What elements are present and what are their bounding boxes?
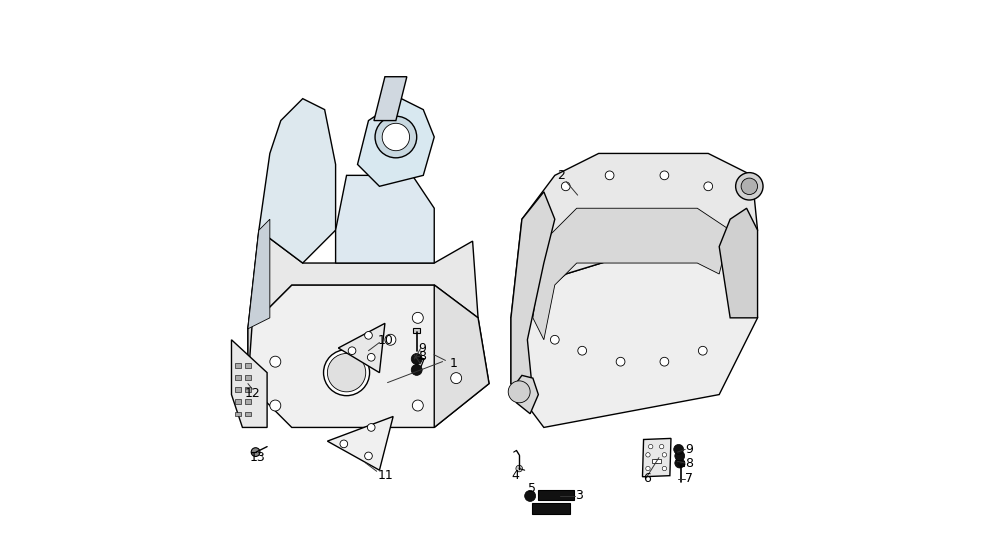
Circle shape xyxy=(508,381,530,403)
Circle shape xyxy=(451,373,462,384)
Polygon shape xyxy=(511,192,555,395)
Circle shape xyxy=(660,357,669,366)
Text: 6: 6 xyxy=(643,472,651,486)
Text: 7: 7 xyxy=(685,472,693,486)
Polygon shape xyxy=(511,153,758,318)
Circle shape xyxy=(675,458,685,468)
Text: 9: 9 xyxy=(418,342,426,355)
Circle shape xyxy=(270,356,281,367)
Text: 8: 8 xyxy=(418,350,426,363)
Circle shape xyxy=(649,444,653,449)
Circle shape xyxy=(698,346,707,355)
Text: 11: 11 xyxy=(378,469,394,482)
Bar xyxy=(652,459,661,463)
Circle shape xyxy=(525,490,536,501)
Circle shape xyxy=(561,182,570,191)
Circle shape xyxy=(578,346,587,355)
Circle shape xyxy=(382,123,410,151)
Bar xyxy=(235,387,241,392)
Circle shape xyxy=(251,448,260,456)
Circle shape xyxy=(704,182,713,191)
Circle shape xyxy=(324,350,370,396)
Polygon shape xyxy=(248,219,270,329)
Polygon shape xyxy=(248,230,478,329)
Bar xyxy=(532,503,570,514)
Circle shape xyxy=(367,424,375,431)
Circle shape xyxy=(646,466,650,471)
Circle shape xyxy=(659,444,664,449)
Polygon shape xyxy=(358,99,434,186)
Circle shape xyxy=(741,178,758,195)
Circle shape xyxy=(646,453,650,457)
Bar xyxy=(245,375,251,380)
Bar xyxy=(245,363,251,368)
Bar xyxy=(245,387,251,392)
Circle shape xyxy=(662,453,667,457)
Polygon shape xyxy=(336,175,434,263)
Circle shape xyxy=(270,400,281,411)
Bar xyxy=(245,399,251,404)
Polygon shape xyxy=(248,230,259,384)
Circle shape xyxy=(411,364,422,375)
Text: 3: 3 xyxy=(576,489,583,503)
Polygon shape xyxy=(327,416,393,470)
Bar xyxy=(235,363,241,368)
Circle shape xyxy=(348,347,356,355)
Bar xyxy=(538,490,574,500)
Circle shape xyxy=(616,357,625,366)
Bar xyxy=(235,412,241,416)
Circle shape xyxy=(674,444,684,454)
Polygon shape xyxy=(511,230,758,427)
Circle shape xyxy=(367,353,375,361)
Text: 13: 13 xyxy=(250,451,266,464)
Polygon shape xyxy=(374,77,407,121)
Text: 8: 8 xyxy=(685,456,693,470)
Bar xyxy=(678,461,684,466)
Circle shape xyxy=(550,335,559,344)
Circle shape xyxy=(654,459,658,464)
Text: 12: 12 xyxy=(244,387,260,400)
Polygon shape xyxy=(259,99,336,263)
Polygon shape xyxy=(533,208,730,340)
Circle shape xyxy=(662,466,667,471)
Bar xyxy=(245,412,251,416)
Bar xyxy=(235,399,241,404)
Bar xyxy=(235,375,241,380)
Text: 7: 7 xyxy=(418,357,426,370)
Circle shape xyxy=(327,353,366,392)
Circle shape xyxy=(365,332,372,339)
Circle shape xyxy=(412,400,423,411)
Circle shape xyxy=(660,171,669,180)
Circle shape xyxy=(365,452,372,460)
Text: 4: 4 xyxy=(511,469,519,482)
Circle shape xyxy=(605,171,614,180)
Text: 5: 5 xyxy=(528,482,536,495)
Polygon shape xyxy=(231,340,267,427)
Bar xyxy=(413,328,420,333)
Polygon shape xyxy=(248,285,489,427)
Polygon shape xyxy=(338,323,385,373)
Circle shape xyxy=(736,173,763,200)
Circle shape xyxy=(675,451,685,461)
Circle shape xyxy=(516,465,522,472)
Text: 9: 9 xyxy=(685,443,693,456)
Polygon shape xyxy=(642,438,671,477)
Polygon shape xyxy=(434,285,489,427)
Text: 10: 10 xyxy=(378,334,394,347)
Text: 2: 2 xyxy=(557,169,565,182)
Circle shape xyxy=(340,440,348,448)
Text: 1: 1 xyxy=(449,357,457,370)
Circle shape xyxy=(412,312,423,323)
Circle shape xyxy=(385,334,396,345)
Polygon shape xyxy=(719,208,758,318)
Polygon shape xyxy=(514,375,538,414)
Circle shape xyxy=(411,353,422,364)
Circle shape xyxy=(375,116,417,158)
